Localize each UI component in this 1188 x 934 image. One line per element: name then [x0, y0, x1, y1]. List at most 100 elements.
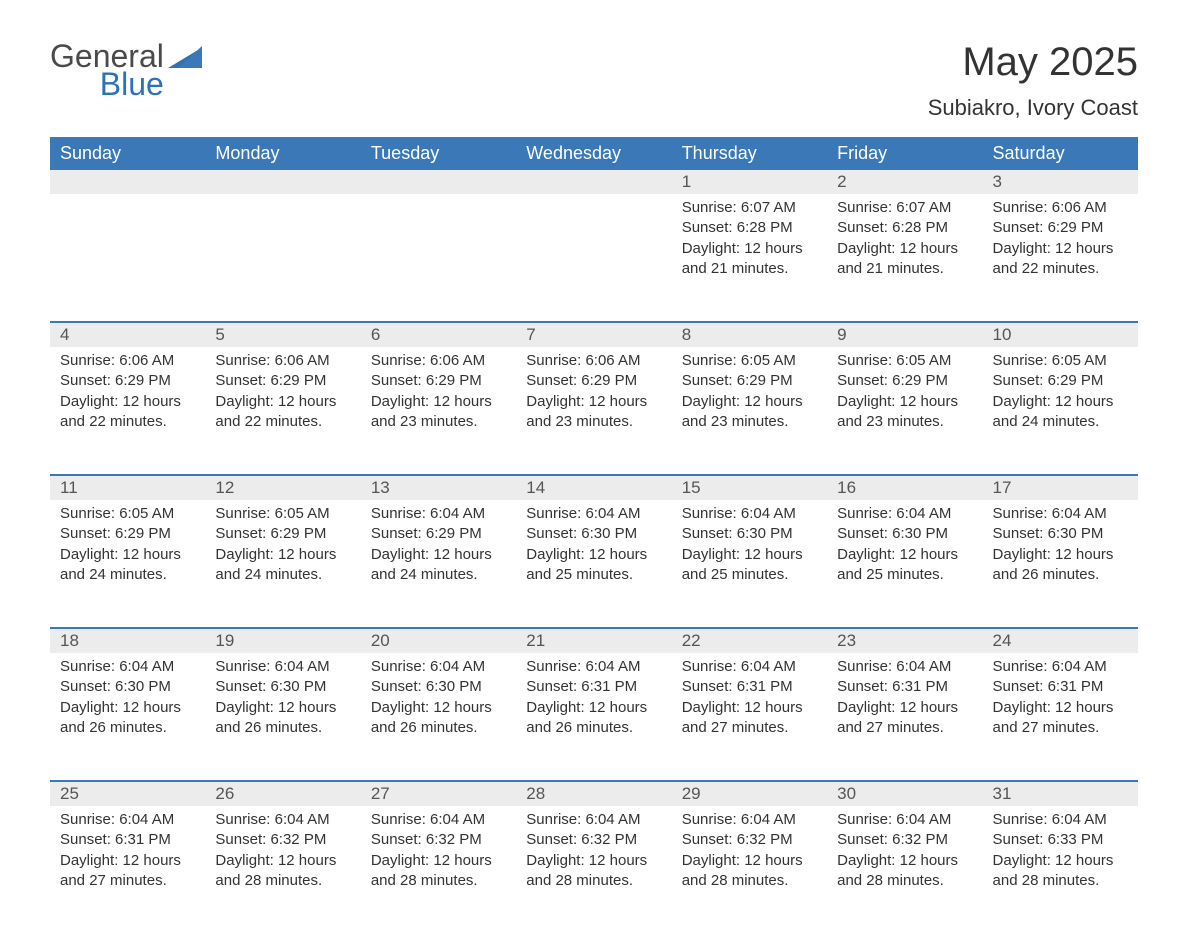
day-day2: and 28 minutes.: [682, 871, 817, 891]
day-number: 28: [516, 782, 671, 806]
day-cell-body: Sunrise: 6:04 AMSunset: 6:30 PMDaylight:…: [827, 500, 982, 595]
day-cell: Sunrise: 6:04 AMSunset: 6:32 PMDaylight:…: [827, 806, 982, 934]
day-number: 26: [205, 782, 360, 806]
day-number: 29: [672, 782, 827, 806]
page-title: May 2025: [928, 40, 1138, 85]
day-number: 25: [50, 782, 205, 806]
day-day2: and 26 minutes.: [215, 718, 350, 738]
day-sunset: Sunset: 6:29 PM: [215, 371, 350, 391]
day-sunrise: Sunrise: 6:05 AM: [837, 351, 972, 371]
day-cell: Sunrise: 6:04 AMSunset: 6:31 PMDaylight:…: [516, 653, 671, 781]
day-sunrise: Sunrise: 6:04 AM: [215, 657, 350, 677]
day-number: 27: [361, 782, 516, 806]
day-day1: Daylight: 12 hours: [993, 698, 1128, 718]
day-day2: and 27 minutes.: [682, 718, 817, 738]
day-day2: and 25 minutes.: [837, 565, 972, 585]
day-number-cell: 18: [50, 628, 205, 653]
day-day2: and 28 minutes.: [837, 871, 972, 891]
day-day1: Daylight: 12 hours: [837, 392, 972, 412]
day-number-cell: 5: [205, 322, 360, 347]
day-number-cell: 23: [827, 628, 982, 653]
day-day1: Daylight: 12 hours: [60, 851, 195, 871]
day-cell: Sunrise: 6:04 AMSunset: 6:32 PMDaylight:…: [205, 806, 360, 934]
day-sunrise: Sunrise: 6:04 AM: [993, 657, 1128, 677]
day-sunset: Sunset: 6:31 PM: [526, 677, 661, 697]
day-number-cell: 29: [672, 781, 827, 806]
day-sunrise: Sunrise: 6:07 AM: [837, 198, 972, 218]
day-sunset: Sunset: 6:29 PM: [993, 218, 1128, 238]
day-cell-body: Sunrise: 6:04 AMSunset: 6:30 PMDaylight:…: [361, 653, 516, 748]
day-day2: and 28 minutes.: [371, 871, 506, 891]
day-sunset: Sunset: 6:31 PM: [682, 677, 817, 697]
day-cell-body: Sunrise: 6:05 AMSunset: 6:29 PMDaylight:…: [50, 500, 205, 595]
day-day2: and 26 minutes.: [60, 718, 195, 738]
day-number: 31: [983, 782, 1138, 806]
day-day1: Daylight: 12 hours: [682, 851, 817, 871]
day-number-cell: 30: [827, 781, 982, 806]
day-number: 24: [983, 629, 1138, 653]
day-number-cell: 1: [672, 170, 827, 194]
day-cell: Sunrise: 6:04 AMSunset: 6:30 PMDaylight:…: [205, 653, 360, 781]
day-sunset: Sunset: 6:30 PM: [682, 524, 817, 544]
day-cell: Sunrise: 6:04 AMSunset: 6:31 PMDaylight:…: [827, 653, 982, 781]
day-sunset: Sunset: 6:29 PM: [215, 524, 350, 544]
day-day2: and 28 minutes.: [526, 871, 661, 891]
day-sunset: Sunset: 6:31 PM: [60, 830, 195, 850]
day-sunrise: Sunrise: 6:04 AM: [526, 657, 661, 677]
day-day2: and 22 minutes.: [60, 412, 195, 432]
day-cell-body: Sunrise: 6:04 AMSunset: 6:30 PMDaylight:…: [672, 500, 827, 595]
day-sunset: Sunset: 6:32 PM: [371, 830, 506, 850]
week-body-row: Sunrise: 6:06 AMSunset: 6:29 PMDaylight:…: [50, 347, 1138, 475]
day-day2: and 28 minutes.: [993, 871, 1128, 891]
day-cell: Sunrise: 6:04 AMSunset: 6:32 PMDaylight:…: [516, 806, 671, 934]
day-day1: Daylight: 12 hours: [993, 392, 1128, 412]
day-cell: Sunrise: 6:04 AMSunset: 6:30 PMDaylight:…: [516, 500, 671, 628]
day-sunset: Sunset: 6:29 PM: [371, 371, 506, 391]
day-day2: and 27 minutes.: [837, 718, 972, 738]
day-sunset: Sunset: 6:28 PM: [837, 218, 972, 238]
day-sunrise: Sunrise: 6:04 AM: [215, 810, 350, 830]
day-day2: and 26 minutes.: [371, 718, 506, 738]
day-cell-body: Sunrise: 6:04 AMSunset: 6:31 PMDaylight:…: [983, 653, 1138, 748]
day-sunset: Sunset: 6:32 PM: [682, 830, 817, 850]
day-sunrise: Sunrise: 6:04 AM: [60, 657, 195, 677]
day-sunrise: Sunrise: 6:04 AM: [526, 810, 661, 830]
day-sunset: Sunset: 6:30 PM: [993, 524, 1128, 544]
day-day2: and 24 minutes.: [993, 412, 1128, 432]
weekday-header: Monday: [205, 137, 360, 170]
day-number: 14: [516, 476, 671, 500]
day-cell: Sunrise: 6:04 AMSunset: 6:32 PMDaylight:…: [672, 806, 827, 934]
day-sunset: Sunset: 6:31 PM: [993, 677, 1128, 697]
calendar-table: Sunday Monday Tuesday Wednesday Thursday…: [50, 137, 1138, 934]
day-number: 17: [983, 476, 1138, 500]
day-sunset: Sunset: 6:32 PM: [215, 830, 350, 850]
day-number: [50, 170, 205, 194]
day-number-cell: 21: [516, 628, 671, 653]
day-cell: Sunrise: 6:04 AMSunset: 6:30 PMDaylight:…: [361, 653, 516, 781]
day-day1: Daylight: 12 hours: [215, 545, 350, 565]
day-cell: Sunrise: 6:04 AMSunset: 6:30 PMDaylight:…: [50, 653, 205, 781]
day-sunrise: Sunrise: 6:05 AM: [993, 351, 1128, 371]
day-day1: Daylight: 12 hours: [60, 392, 195, 412]
day-day2: and 26 minutes.: [526, 718, 661, 738]
day-sunrise: Sunrise: 6:04 AM: [371, 657, 506, 677]
day-cell-body: Sunrise: 6:06 AMSunset: 6:29 PMDaylight:…: [983, 194, 1138, 289]
day-number: 19: [205, 629, 360, 653]
day-sunrise: Sunrise: 6:06 AM: [215, 351, 350, 371]
day-cell: Sunrise: 6:06 AMSunset: 6:29 PMDaylight:…: [516, 347, 671, 475]
logo-mark-icon: [168, 46, 202, 70]
day-day1: Daylight: 12 hours: [371, 851, 506, 871]
day-day1: Daylight: 12 hours: [60, 545, 195, 565]
day-cell-body: Sunrise: 6:04 AMSunset: 6:30 PMDaylight:…: [516, 500, 671, 595]
weekday-header: Wednesday: [516, 137, 671, 170]
weekday-header: Friday: [827, 137, 982, 170]
day-sunrise: Sunrise: 6:04 AM: [993, 504, 1128, 524]
day-number-cell: 17: [983, 475, 1138, 500]
day-number-cell: 22: [672, 628, 827, 653]
day-day1: Daylight: 12 hours: [526, 698, 661, 718]
day-sunrise: Sunrise: 6:05 AM: [60, 504, 195, 524]
day-sunset: Sunset: 6:32 PM: [837, 830, 972, 850]
day-cell: Sunrise: 6:04 AMSunset: 6:31 PMDaylight:…: [50, 806, 205, 934]
weekday-header-row: Sunday Monday Tuesday Wednesday Thursday…: [50, 137, 1138, 170]
day-day2: and 21 minutes.: [837, 259, 972, 279]
